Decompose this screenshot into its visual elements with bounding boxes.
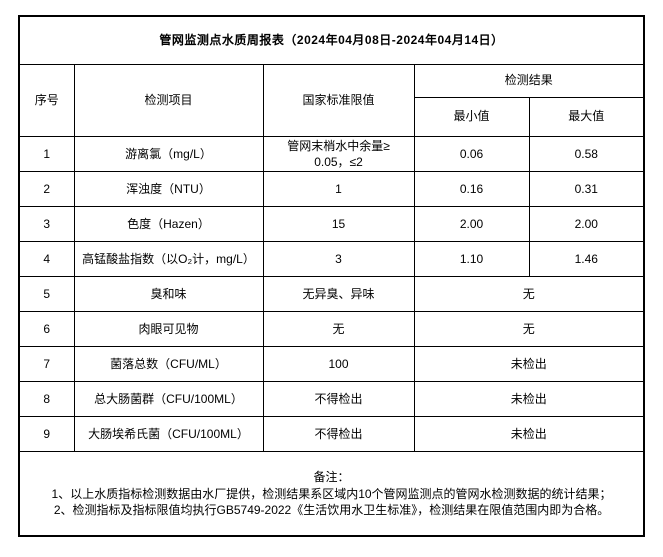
title-row: 管网监测点水质周报表（2024年04月08日-2024年04月14日）	[18, 15, 645, 65]
row-standard: 1	[262, 170, 415, 207]
row-result: 无	[413, 310, 645, 347]
row-max: 0.31	[528, 170, 645, 207]
row-max: 1.46	[528, 240, 645, 277]
header-min: 最小值	[413, 96, 530, 137]
row-standard: 不得检出	[262, 380, 415, 417]
row-standard: 无异臭、异味	[262, 275, 415, 312]
table-row: 6 肉眼可见物 无 无	[18, 310, 645, 347]
row-standard: 无	[262, 310, 415, 347]
row-item: 菌落总数（CFU/ML）	[73, 345, 264, 382]
row-item: 高锰酸盐指数（以O₂计，mg/L）	[73, 240, 264, 277]
row-min: 2.00	[413, 205, 530, 242]
row-result: 未检出	[413, 415, 645, 452]
row-item: 色度（Hazen）	[73, 205, 264, 242]
notes-label: 备注：	[313, 470, 350, 485]
row-no: 8	[18, 380, 75, 417]
row-min: 1.10	[413, 240, 530, 277]
row-max: 2.00	[528, 205, 645, 242]
table-row: 2 浑浊度（NTU） 1 0.16 0.31	[18, 170, 645, 207]
row-no: 3	[18, 205, 75, 242]
row-item: 总大肠菌群（CFU/100ML）	[73, 380, 264, 417]
row-standard: 不得检出	[262, 415, 415, 452]
row-item: 大肠埃希氏菌（CFU/100ML）	[73, 415, 264, 452]
report-title: 管网监测点水质周报表（2024年04月08日-2024年04月14日）	[18, 15, 645, 65]
table-row: 7 菌落总数（CFU/ML） 100 未检出	[18, 345, 645, 382]
header-row-top: 序号 检测项目 国家标准限值 检测结果	[18, 63, 645, 137]
table-row: 9 大肠埃希氏菌（CFU/100ML） 不得检出 未检出	[18, 415, 645, 452]
row-no: 9	[18, 415, 75, 452]
header-item: 检测项目	[73, 63, 264, 137]
row-no: 7	[18, 345, 75, 382]
note-line-1: 1、以上水质指标检测数据由水厂提供，检测结果系区域内10个管网监测点的管网水检测…	[51, 486, 612, 501]
row-min: 0.16	[413, 170, 530, 207]
table-row: 8 总大肠菌群（CFU/100ML） 不得检出 未检出	[18, 380, 645, 417]
row-standard: 100	[262, 345, 415, 382]
row-no: 1	[18, 135, 75, 172]
header-no: 序号	[18, 63, 75, 137]
notes-section: 备注： 1、以上水质指标检测数据由水厂提供，检测结果系区域内10个管网监测点的管…	[18, 450, 645, 537]
row-standard: 管网末梢水中余量≥ 0.05，≤2	[262, 135, 415, 172]
table-row: 5 臭和味 无异臭、异味 无	[18, 275, 645, 312]
notes-row: 备注： 1、以上水质指标检测数据由水厂提供，检测结果系区域内10个管网监测点的管…	[18, 450, 645, 537]
table-row: 1 游离氯（mg/L） 管网末梢水中余量≥ 0.05，≤2 0.06 0.58	[18, 135, 645, 172]
row-result: 未检出	[413, 345, 645, 382]
row-item: 浑浊度（NTU）	[73, 170, 264, 207]
row-no: 6	[18, 310, 75, 347]
row-no: 5	[18, 275, 75, 312]
row-max: 0.58	[528, 135, 645, 172]
header-result: 检测结果	[413, 63, 645, 98]
row-item: 臭和味	[73, 275, 264, 312]
row-result: 未检出	[413, 380, 645, 417]
row-no: 4	[18, 240, 75, 277]
row-item: 游离氯（mg/L）	[73, 135, 264, 172]
row-min: 0.06	[413, 135, 530, 172]
header-standard: 国家标准限值	[262, 63, 415, 137]
table-row: 4 高锰酸盐指数（以O₂计，mg/L） 3 1.10 1.46	[18, 240, 645, 277]
note-line-2: 2、检测指标及指标限值均执行GB5749-2022《生活饮用水卫生标准》，检测结…	[53, 502, 610, 517]
row-standard: 15	[262, 205, 415, 242]
table-row: 3 色度（Hazen） 15 2.00 2.00	[18, 205, 645, 242]
row-item: 肉眼可见物	[73, 310, 264, 347]
row-standard: 3	[262, 240, 415, 277]
water-quality-weekly-report-table: 管网监测点水质周报表（2024年04月08日-2024年04月14日） 序号 检…	[18, 15, 646, 538]
header-max: 最大值	[528, 96, 645, 137]
row-result: 无	[413, 275, 645, 312]
row-no: 2	[18, 170, 75, 207]
header-row-bottom: 最小值 最大值	[19, 96, 645, 137]
